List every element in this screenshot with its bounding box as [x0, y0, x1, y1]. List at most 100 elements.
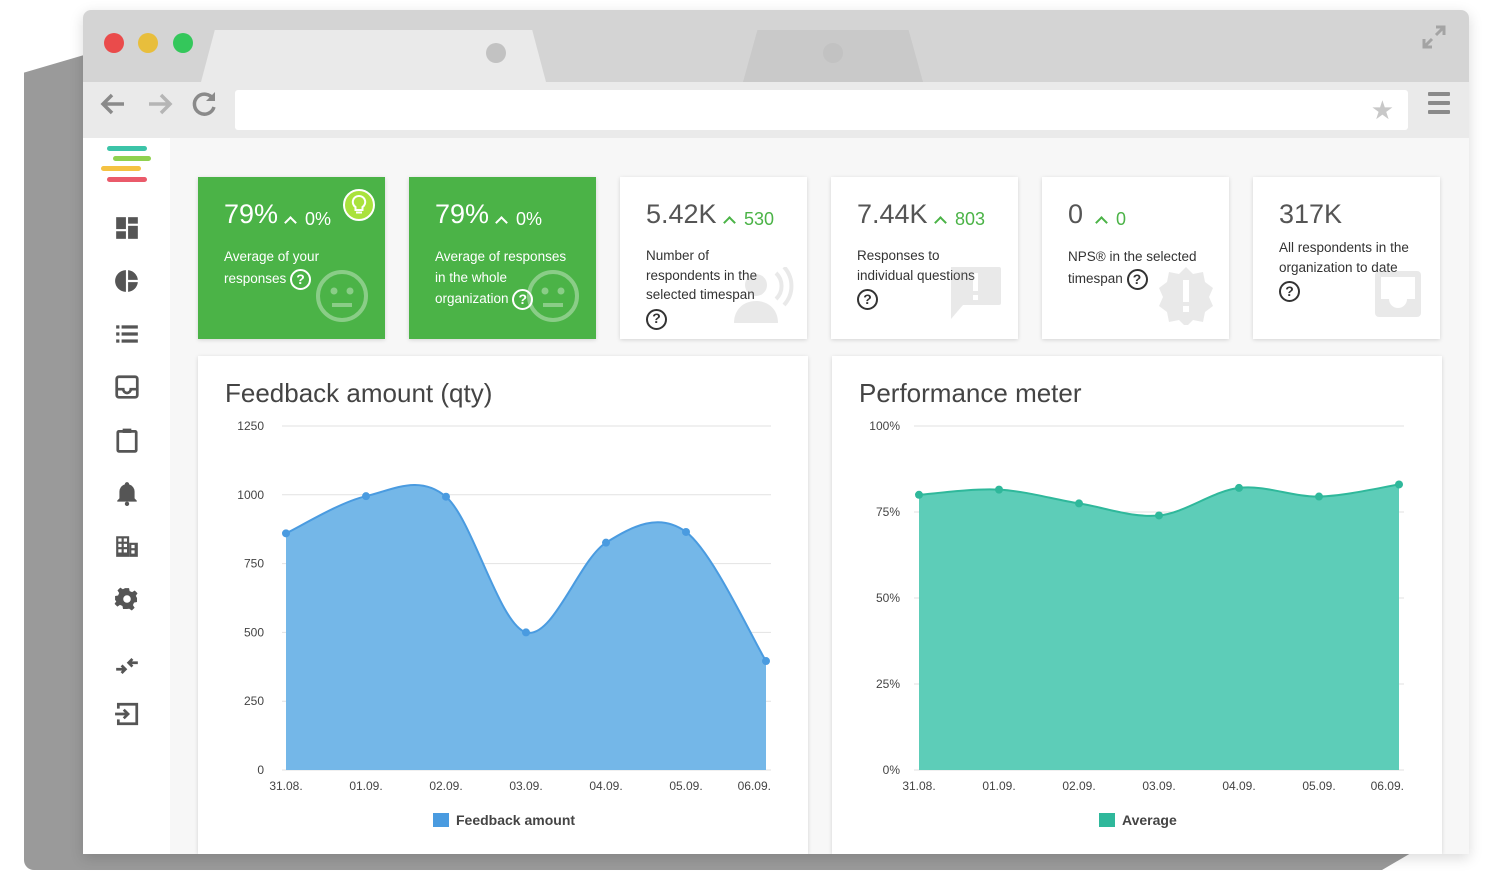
tab-close-icon[interactable] [823, 43, 843, 63]
legend-swatch [433, 813, 449, 827]
stat-label: Number of respondents in the selected ti… [646, 246, 757, 330]
x-tick-label: 03.09. [1142, 779, 1175, 793]
tab-close-icon[interactable] [486, 43, 506, 63]
dashboard-icon[interactable] [111, 212, 143, 244]
stat-delta-value: 0 [1116, 209, 1127, 229]
stat-card-org-average[interactable]: 79% 0% Average of responses in the whole… [409, 177, 596, 339]
y-tick-label: 1000 [237, 488, 264, 502]
maximize-window-button[interactable] [173, 33, 193, 53]
x-tick-label: 05.09. [1302, 779, 1335, 793]
y-tick-label: 100% [869, 419, 900, 433]
stat-card-responses[interactable]: 7.44K 803 Responses to individual questi… [831, 177, 1018, 339]
close-window-button[interactable] [104, 33, 124, 53]
stat-label-line: Responses to [857, 248, 940, 263]
data-point [1315, 492, 1323, 501]
data-point [282, 529, 290, 538]
y-tick-label: 75% [876, 505, 900, 519]
y-tick-label: 500 [244, 625, 264, 639]
help-icon[interactable]: ? [1126, 268, 1148, 290]
app-content: 79% 0% Average of your responses ? 79% 0… [83, 138, 1469, 854]
address-bar-input[interactable]: ★ [235, 90, 1408, 130]
chart-legend[interactable]: Average [1099, 812, 1177, 828]
pie-chart-icon[interactable] [111, 265, 143, 297]
help-icon[interactable]: ? [646, 308, 667, 330]
help-icon[interactable]: ? [1279, 281, 1300, 302]
hamburger-menu-icon[interactable] [1428, 92, 1450, 119]
stat-value: 79% [435, 199, 490, 229]
data-point [1395, 480, 1403, 489]
x-tick-label: 05.09. [669, 779, 702, 793]
lightbulb-icon [343, 189, 375, 221]
legend-label: Feedback amount [456, 812, 576, 828]
stat-label-line: Number of [646, 248, 710, 263]
help-icon[interactable]: ? [857, 289, 878, 310]
stat-label-line: NPS® in the selected [1068, 249, 1197, 264]
data-point [602, 538, 610, 547]
stat-delta-value: 0% [305, 209, 332, 229]
chart-title: Performance meter [859, 378, 1082, 408]
x-tick-label: 01.09. [982, 779, 1015, 793]
x-tick-label: 04.09. [1222, 779, 1255, 793]
stat-label: NPS® in the selected timespan ? [1068, 246, 1197, 290]
stat-label-line: Average of your [224, 249, 320, 264]
data-point [362, 492, 370, 501]
feedback-amount-chart-card: Feedback amount (qty) 1250 1000 750 500 250 0… [198, 356, 808, 854]
browser-tab-inactive[interactable] [743, 30, 923, 82]
x-tick-label: 06.09. [1371, 779, 1404, 793]
logout-icon[interactable] [111, 698, 143, 730]
minimize-window-button[interactable] [138, 33, 158, 53]
compress-arrows-icon[interactable] [111, 650, 143, 682]
x-tick-label: 03.09. [509, 779, 542, 793]
stat-label: Responses to individual questions ? [857, 246, 975, 310]
inbox-icon[interactable] [111, 371, 143, 403]
data-point [1235, 483, 1243, 492]
neutral-face-icon [526, 269, 580, 328]
neutral-face-icon [315, 269, 369, 328]
stat-delta: 0% [495, 209, 542, 230]
expand-icon[interactable] [1421, 24, 1447, 57]
help-icon[interactable]: ? [512, 288, 534, 310]
y-tick-label: 25% [876, 677, 900, 691]
stat-label-line: selected timespan [646, 287, 755, 302]
arrow-right-icon[interactable] [146, 90, 174, 125]
caret-up-icon [1095, 216, 1108, 229]
star-icon[interactable]: ★ [1370, 95, 1394, 125]
browser-toolbar: ★ [83, 82, 1469, 138]
stat-card-respondents[interactable]: 5.42K 530 Number of respondents in the s… [620, 177, 807, 339]
stat-label: Average of responses in the whole organi… [435, 246, 566, 310]
stat-label-line: responses [224, 271, 287, 286]
reload-icon[interactable] [191, 90, 219, 125]
x-tick-label: 04.09. [589, 779, 622, 793]
y-tick-label: 750 [244, 557, 264, 571]
data-point [915, 490, 923, 499]
sidebar [83, 138, 170, 854]
list-icon[interactable] [111, 318, 143, 350]
x-tick-label: 31.08. [902, 779, 935, 793]
alert-badge-icon [1156, 265, 1216, 330]
chart-legend[interactable]: Feedback amount [433, 812, 575, 828]
stat-card-all-respondents[interactable]: 317K All respondents in the organization… [1253, 177, 1440, 339]
clipboard-icon[interactable] [111, 424, 143, 456]
data-point [522, 628, 530, 637]
app-logo[interactable] [101, 146, 151, 188]
data-point [995, 485, 1003, 494]
bell-icon[interactable] [111, 477, 143, 509]
data-point [442, 492, 450, 501]
title-bar [83, 10, 1469, 82]
arrow-left-icon[interactable] [99, 90, 127, 125]
stat-label-line: timespan [1068, 271, 1123, 286]
building-icon[interactable] [111, 530, 143, 562]
stat-card-nps[interactable]: 0 0 NPS® in the selected timespan ? [1042, 177, 1229, 339]
stat-label-line: respondents in the [646, 267, 758, 283]
stat-delta-value: 803 [955, 209, 986, 229]
stat-card-your-average[interactable]: 79% 0% Average of your responses ? [198, 177, 385, 339]
x-tick-label: 31.08. [269, 779, 302, 793]
gear-icon[interactable] [111, 583, 143, 615]
y-tick-label: 50% [876, 591, 900, 605]
stat-label: Average of your responses ? [224, 246, 319, 290]
y-tick-label: 0 [257, 763, 264, 777]
browser-tab-active[interactable] [201, 30, 546, 82]
y-tick-label: 1250 [237, 419, 264, 433]
help-icon[interactable]: ? [290, 268, 312, 290]
